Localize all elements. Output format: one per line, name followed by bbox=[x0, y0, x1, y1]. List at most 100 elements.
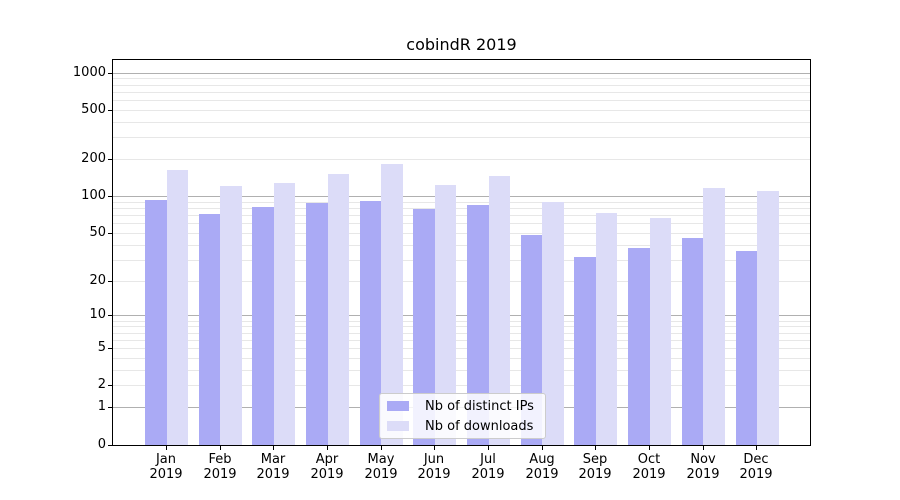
bar-distinct-ips-nov bbox=[681, 237, 704, 445]
minor-gridline bbox=[113, 159, 810, 160]
x-tick-mark bbox=[488, 445, 489, 450]
y-tick-label: 200 bbox=[81, 151, 106, 166]
x-tick-mark bbox=[220, 445, 221, 450]
y-tick-mark bbox=[108, 281, 113, 282]
x-tick-label-feb: Feb 2019 bbox=[203, 452, 237, 482]
y-tick-mark bbox=[108, 315, 113, 316]
minor-gridline bbox=[113, 137, 810, 138]
minor-gridline bbox=[113, 260, 810, 261]
y-tick-label: 100 bbox=[81, 188, 106, 203]
x-tick-label-sep: Sep 2019 bbox=[578, 452, 612, 482]
y-tick-mark bbox=[108, 233, 113, 234]
minor-gridline bbox=[113, 215, 810, 216]
y-tick-mark bbox=[108, 445, 113, 446]
y-tick-mark bbox=[108, 348, 113, 349]
minor-gridline bbox=[113, 202, 810, 203]
bar-downloads-jul bbox=[488, 176, 511, 445]
minor-gridline bbox=[113, 385, 810, 386]
legend-label: Nb of distinct IPs bbox=[425, 398, 534, 414]
minor-gridline bbox=[113, 110, 810, 111]
bar-downloads-mar bbox=[273, 183, 296, 445]
y-tick-mark bbox=[108, 196, 113, 197]
bar-distinct-ips-jul bbox=[467, 205, 489, 445]
y-tick-mark bbox=[108, 110, 113, 111]
y-tick-label: 1000 bbox=[72, 65, 106, 80]
legend: Nb of distinct IPs Nb of downloads bbox=[379, 393, 546, 439]
x-tick-mark bbox=[649, 445, 650, 450]
x-tick-label-nov: Nov 2019 bbox=[686, 452, 720, 482]
x-tick-label-jul: Jul 2019 bbox=[471, 452, 505, 482]
minor-gridline bbox=[113, 358, 810, 359]
bar-downloads-jan bbox=[166, 169, 188, 445]
minor-gridline bbox=[113, 78, 810, 79]
plot-area: Nb of distinct IPs Nb of downloads bbox=[112, 59, 811, 446]
bar-downloads-jun bbox=[434, 185, 457, 445]
legend-label: Nb of downloads bbox=[425, 418, 534, 434]
bar-downloads-sep bbox=[595, 212, 618, 445]
bar-distinct-ips-oct bbox=[628, 247, 650, 445]
bar-distinct-ips-apr bbox=[306, 202, 328, 445]
minor-gridline bbox=[113, 370, 810, 371]
y-tick-label: 5 bbox=[97, 340, 106, 355]
x-tick-mark bbox=[273, 445, 274, 450]
bar-distinct-ips-dec bbox=[735, 250, 757, 445]
x-tick-label-mar: Mar 2019 bbox=[256, 452, 290, 482]
minor-gridline bbox=[113, 122, 810, 123]
major-gridline bbox=[113, 315, 810, 316]
x-tick-label-apr: Apr 2019 bbox=[310, 452, 344, 482]
bar-distinct-ips-aug bbox=[520, 234, 543, 445]
bar-downloads-dec bbox=[757, 191, 779, 445]
minor-gridline bbox=[113, 326, 810, 327]
y-tick-label: 10 bbox=[89, 307, 106, 322]
chart-title: cobindR 2019 bbox=[406, 35, 517, 54]
bar-downloads-feb bbox=[220, 186, 242, 445]
minor-gridline bbox=[113, 340, 810, 341]
bar-downloads-oct bbox=[649, 218, 672, 445]
x-tick-mark bbox=[542, 445, 543, 450]
y-tick-mark bbox=[108, 407, 113, 408]
legend-row: Nb of distinct IPs bbox=[380, 396, 545, 416]
legend-row: Nb of downloads bbox=[380, 416, 545, 436]
minor-gridline bbox=[113, 321, 810, 322]
x-tick-label-may: May 2019 bbox=[364, 452, 398, 482]
y-tick-label: 20 bbox=[89, 273, 106, 288]
bar-distinct-ips-feb bbox=[198, 214, 221, 445]
x-tick-mark bbox=[703, 445, 704, 450]
x-tick-mark bbox=[166, 445, 167, 450]
major-gridline bbox=[113, 73, 810, 74]
y-tick-label: 2 bbox=[97, 377, 106, 392]
bar-distinct-ips-may bbox=[359, 201, 382, 445]
x-tick-label-dec: Dec 2019 bbox=[739, 452, 773, 482]
y-tick-label: 500 bbox=[81, 102, 106, 117]
bar-distinct-ips-sep bbox=[574, 256, 596, 445]
y-tick-mark bbox=[108, 73, 113, 74]
x-tick-mark bbox=[381, 445, 382, 450]
x-tick-mark bbox=[595, 445, 596, 450]
minor-gridline bbox=[113, 245, 810, 246]
y-tick-mark bbox=[108, 159, 113, 160]
bar-distinct-ips-jun bbox=[413, 209, 435, 445]
x-tick-mark bbox=[434, 445, 435, 450]
minor-gridline bbox=[113, 208, 810, 209]
minor-gridline bbox=[113, 85, 810, 86]
minor-gridline bbox=[113, 333, 810, 334]
y-tick-label: 0 bbox=[97, 437, 106, 452]
bar-distinct-ips-jan bbox=[145, 200, 167, 445]
minor-gridline bbox=[113, 348, 810, 349]
x-tick-mark bbox=[327, 445, 328, 450]
x-tick-label-jun: Jun 2019 bbox=[417, 452, 451, 482]
bar-downloads-aug bbox=[542, 201, 564, 445]
bar-downloads-may bbox=[381, 164, 403, 445]
x-tick-mark bbox=[756, 445, 757, 450]
major-gridline bbox=[113, 196, 810, 197]
bar-downloads-apr bbox=[327, 174, 349, 445]
x-tick-label-jan: Jan 2019 bbox=[149, 452, 183, 482]
minor-gridline bbox=[113, 223, 810, 224]
minor-gridline bbox=[113, 233, 810, 234]
x-tick-label-oct: Oct 2019 bbox=[632, 452, 666, 482]
x-tick-label-aug: Aug 2019 bbox=[525, 452, 559, 482]
minor-gridline bbox=[113, 281, 810, 282]
minor-gridline bbox=[113, 92, 810, 93]
bar-downloads-nov bbox=[703, 188, 725, 445]
